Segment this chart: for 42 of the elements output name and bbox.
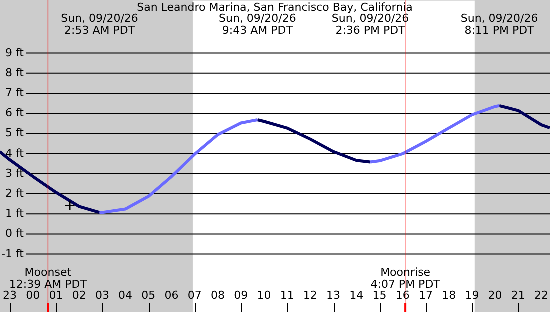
x-tick-label: 09 — [234, 289, 248, 302]
x2-tick-label: Sun, 09/20/26 9:43 AM PDT — [219, 12, 296, 37]
y-tick-label: 9 ft — [6, 46, 25, 60]
x-tick-label: 08 — [210, 289, 225, 302]
x-tick-label: 02 — [72, 289, 86, 302]
y-tick-label: 7 ft — [6, 86, 25, 100]
x-tick-label: 00 — [26, 289, 40, 302]
x-tick-label: 16 — [396, 289, 410, 302]
x-tick-label: 17 — [418, 289, 433, 302]
y-tick-label: 0 ft — [6, 227, 25, 240]
x-tick-label: 12 — [303, 289, 318, 302]
x2-tick-label: Sun, 09/20/26 2:53 AM PDT — [61, 12, 138, 37]
x2-tick-label: Sun, 09/20/26 8:11 PM PDT — [460, 12, 538, 37]
ref-line-label: Moonset 12:39 AM PDT — [9, 266, 88, 291]
x-tick-label: 06 — [164, 289, 179, 302]
x-tick-label: 11 — [280, 289, 294, 302]
x-tick-label: 14 — [350, 289, 364, 302]
x-tick-label: 01 — [49, 289, 64, 302]
x-tick-label: 15 — [372, 289, 387, 302]
ref-line-label: Moonrise 4:07 PM PDT — [370, 266, 441, 291]
x2-tick-label: Sun, 09/20/26 2:36 PM PDT — [332, 12, 410, 37]
x-tick-label: 20 — [488, 289, 502, 302]
y-tick-label: 2 ft — [6, 186, 25, 200]
x-tick-label: 03 — [95, 289, 110, 302]
y-tick-label: 3 ft — [6, 166, 25, 180]
x-tick-label: 22 — [534, 289, 549, 302]
x-tick-label: 23 — [3, 289, 18, 302]
chart-title: San Leandro Marina, San Francisco Bay, California — [137, 1, 413, 14]
y-tick-label: 8 ft — [6, 66, 25, 80]
x-tick-label: 10 — [257, 289, 272, 302]
x-tick-label: 07 — [188, 289, 202, 302]
y-tick-label: 4 ft — [6, 146, 25, 160]
x-tick-label: 05 — [142, 289, 156, 302]
y-tick-label: 5 ft — [6, 126, 25, 140]
x-tick-label: 19 — [465, 289, 480, 302]
y-tick-label: -1 ft — [2, 247, 25, 260]
x-tick-label: 21 — [511, 289, 526, 302]
y-tick-label: 6 ft — [6, 106, 25, 120]
x-tick-label: 13 — [326, 289, 341, 302]
x-tick-label: 04 — [118, 289, 133, 302]
x-tick-label: 18 — [442, 289, 456, 302]
y-tick-label: 1 ft — [6, 207, 25, 220]
